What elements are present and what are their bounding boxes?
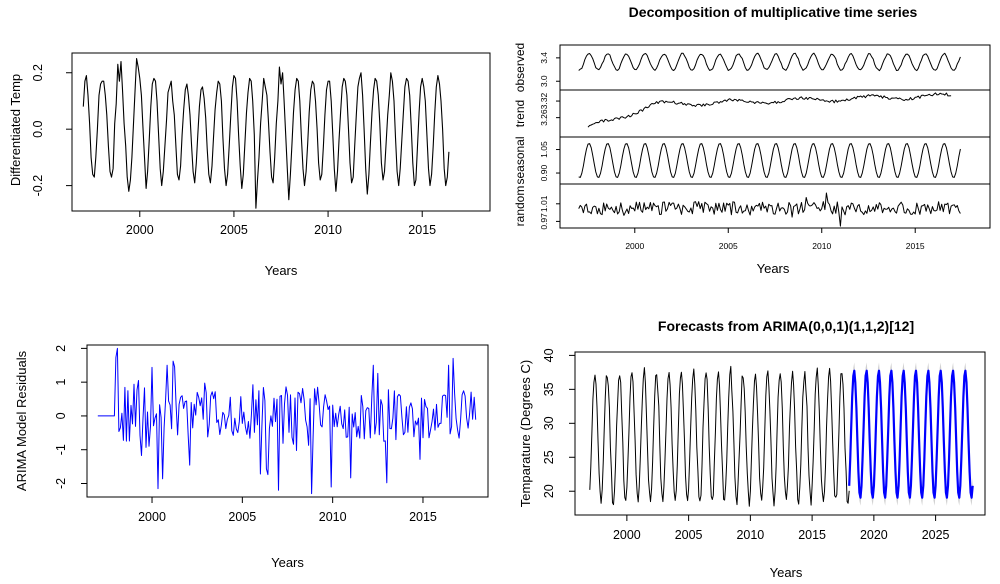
differentiated-temp-line <box>82 58 450 209</box>
x-tick-label: 2005 <box>675 528 703 542</box>
y-tick-label: -2 <box>54 478 68 489</box>
y-tick-label: 3.32 <box>539 93 549 110</box>
y-tick-label: 25 <box>542 450 556 464</box>
x-tick-label: 2015 <box>798 528 826 542</box>
y-tick-label: 2 <box>54 345 68 352</box>
residuals-line <box>97 347 477 495</box>
y-tick-label: 3.26 <box>539 109 549 126</box>
y-tick-label: 0 <box>54 412 68 419</box>
x-tick-label: 2000 <box>613 528 641 542</box>
decomposition-random-frame <box>559 183 991 229</box>
chart-title: Decomposition of multiplicative time ser… <box>629 4 918 20</box>
x-tick-label: 2015 <box>906 241 925 251</box>
x-tick-label: 2005 <box>719 241 738 251</box>
decomposition-plot: 3.0 3.4 observed 3.263.32 trend 0.90 1.05 seaso… <box>513 4 991 276</box>
y-tick-label: 35 <box>542 382 556 396</box>
y-axis-label: Temparature (Degrees C) <box>518 360 533 507</box>
plot-frame <box>86 344 489 498</box>
observed-temperature-line <box>589 365 850 507</box>
y-tick-label: 1 <box>54 379 68 386</box>
y-tick-label: -0.2 <box>31 175 45 197</box>
y-tick-label: 30 <box>542 416 556 430</box>
y-tick-label: 0.2 <box>31 64 45 81</box>
plot-frame <box>71 52 491 212</box>
decomposition-seasonal-label: seasonal <box>513 136 527 184</box>
y-tick-label: 40 <box>542 348 556 362</box>
y-tick-label: 3.0 <box>539 75 549 87</box>
x-tick-label: 2005 <box>228 510 256 524</box>
y-tick-label: 1.01 <box>539 195 549 212</box>
x-axis-label: Years <box>757 261 790 276</box>
decomposition-random-line <box>578 192 961 227</box>
differentiated-temp-plot: 2000 2005 2010 2015 -0.2 0.0 0.2 Years Different… <box>8 52 491 278</box>
x-tick-label: 2025 <box>922 528 950 542</box>
x-tick-label: 2010 <box>736 528 764 542</box>
chart-title: Forecasts from ARIMA(0,0,1)(1,1,2)[12] <box>658 318 914 334</box>
y-axis-label: Differentiated Temp <box>8 74 23 186</box>
x-tick-label: 2000 <box>126 223 154 237</box>
plot-frame <box>574 351 986 516</box>
forecast-temperature-line <box>848 369 974 499</box>
decomposition-observed-line <box>578 52 961 72</box>
y-tick-label: 0.90 <box>539 164 549 181</box>
y-tick-label: 1.05 <box>539 141 549 158</box>
x-tick-label: 2015 <box>409 510 437 524</box>
y-tick-label: 20 <box>542 484 556 498</box>
x-tick-label: 2005 <box>220 223 248 237</box>
y-tick-label: 3.4 <box>539 52 549 64</box>
decomposition-trend-line <box>587 92 952 128</box>
y-axis-label: ARIMA Model Residuals <box>14 350 29 491</box>
x-tick-label: 2015 <box>408 223 436 237</box>
arima-residuals-plot: 2000 2005 2010 2015 -2 -1 0 1 2 Years ARIMA Model … <box>14 344 489 570</box>
x-axis-label: Years <box>265 263 298 278</box>
decomposition-trend-label: trend <box>513 100 527 127</box>
x-tick-label: 2000 <box>625 241 644 251</box>
decomposition-seasonal-line <box>578 143 961 178</box>
decomposition-random-label: random <box>513 186 527 227</box>
y-tick-label: 0.0 <box>31 120 45 137</box>
decomposition-trend-frame <box>559 89 991 138</box>
x-axis-label: Years <box>271 555 304 570</box>
forecast-plot: 2000 2005 2010 2015 2020 20252025303540Foreca… <box>518 318 986 580</box>
y-tick-label: 0.97 <box>539 213 549 230</box>
decomposition-observed-label: observed <box>513 43 527 92</box>
y-tick-label: -1 <box>54 444 68 455</box>
x-axis-label: Years <box>770 565 803 580</box>
x-tick-label: 2010 <box>314 223 342 237</box>
x-tick-label: 2010 <box>812 241 831 251</box>
x-tick-label: 2010 <box>319 510 347 524</box>
x-tick-label: 2000 <box>138 510 166 524</box>
decomposition-observed-frame <box>559 44 991 91</box>
x-tick-label: 2020 <box>860 528 888 542</box>
